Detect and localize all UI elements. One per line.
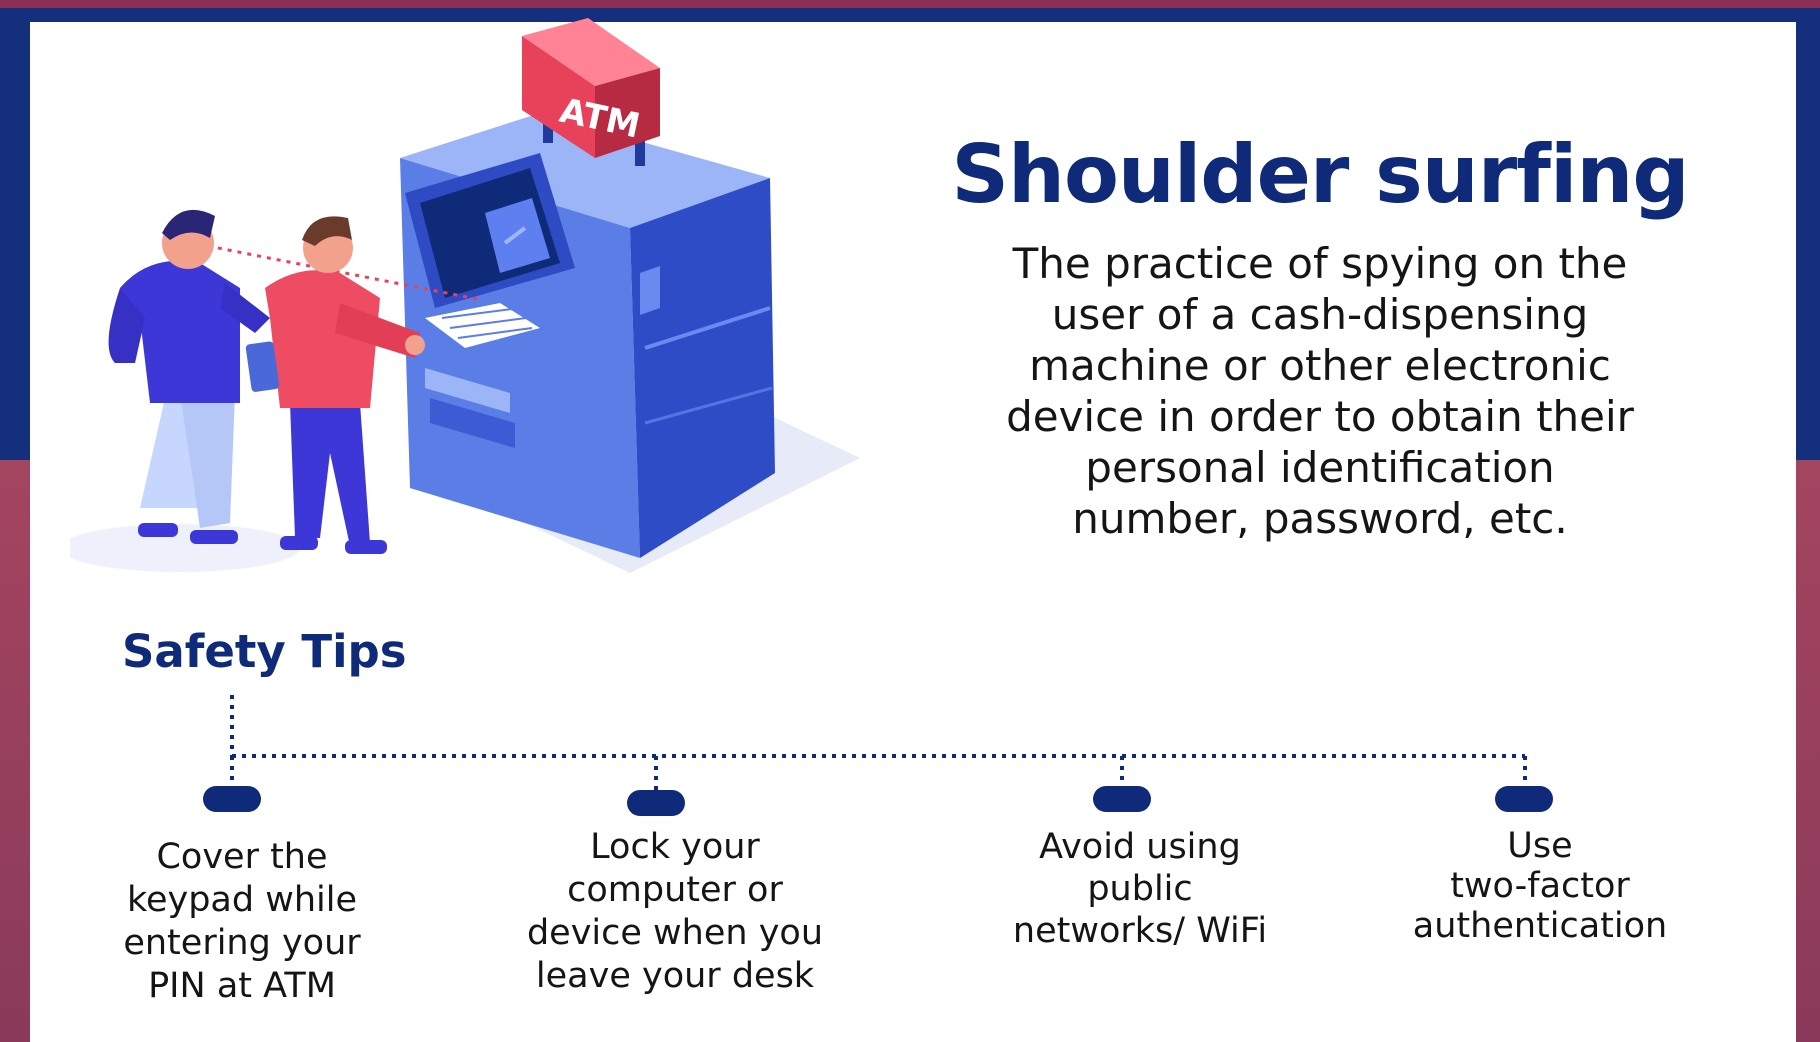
atm-sign: ATM bbox=[522, 18, 660, 166]
page-title: Shoulder surfing bbox=[951, 128, 1689, 221]
sight-line bbox=[207, 244, 483, 302]
atm-illustration: ATM bbox=[70, 18, 860, 573]
ground-shadow bbox=[70, 524, 300, 572]
definition-text: The practice of spying on the user of a … bbox=[1006, 239, 1634, 543]
person-watching bbox=[108, 209, 270, 544]
keypad bbox=[425, 303, 540, 348]
safety-tips-heading: Safety Tips bbox=[122, 625, 407, 678]
tip-cover-keypad: Cover the keypad while entering your PIN… bbox=[123, 837, 361, 1006]
tip-avoid-public-wifi: Avoid using public networks/ WiFi bbox=[1012, 827, 1268, 951]
atm-machine bbox=[400, 113, 775, 558]
person-using-atm bbox=[245, 216, 425, 554]
tip-two-factor-auth: Use two-factor authentication bbox=[1412, 826, 1668, 946]
tip-lock-computer: Lock your computer or device when you le… bbox=[526, 827, 824, 996]
frame-top-line bbox=[0, 0, 1820, 8]
content-panel bbox=[30, 22, 1796, 1042]
